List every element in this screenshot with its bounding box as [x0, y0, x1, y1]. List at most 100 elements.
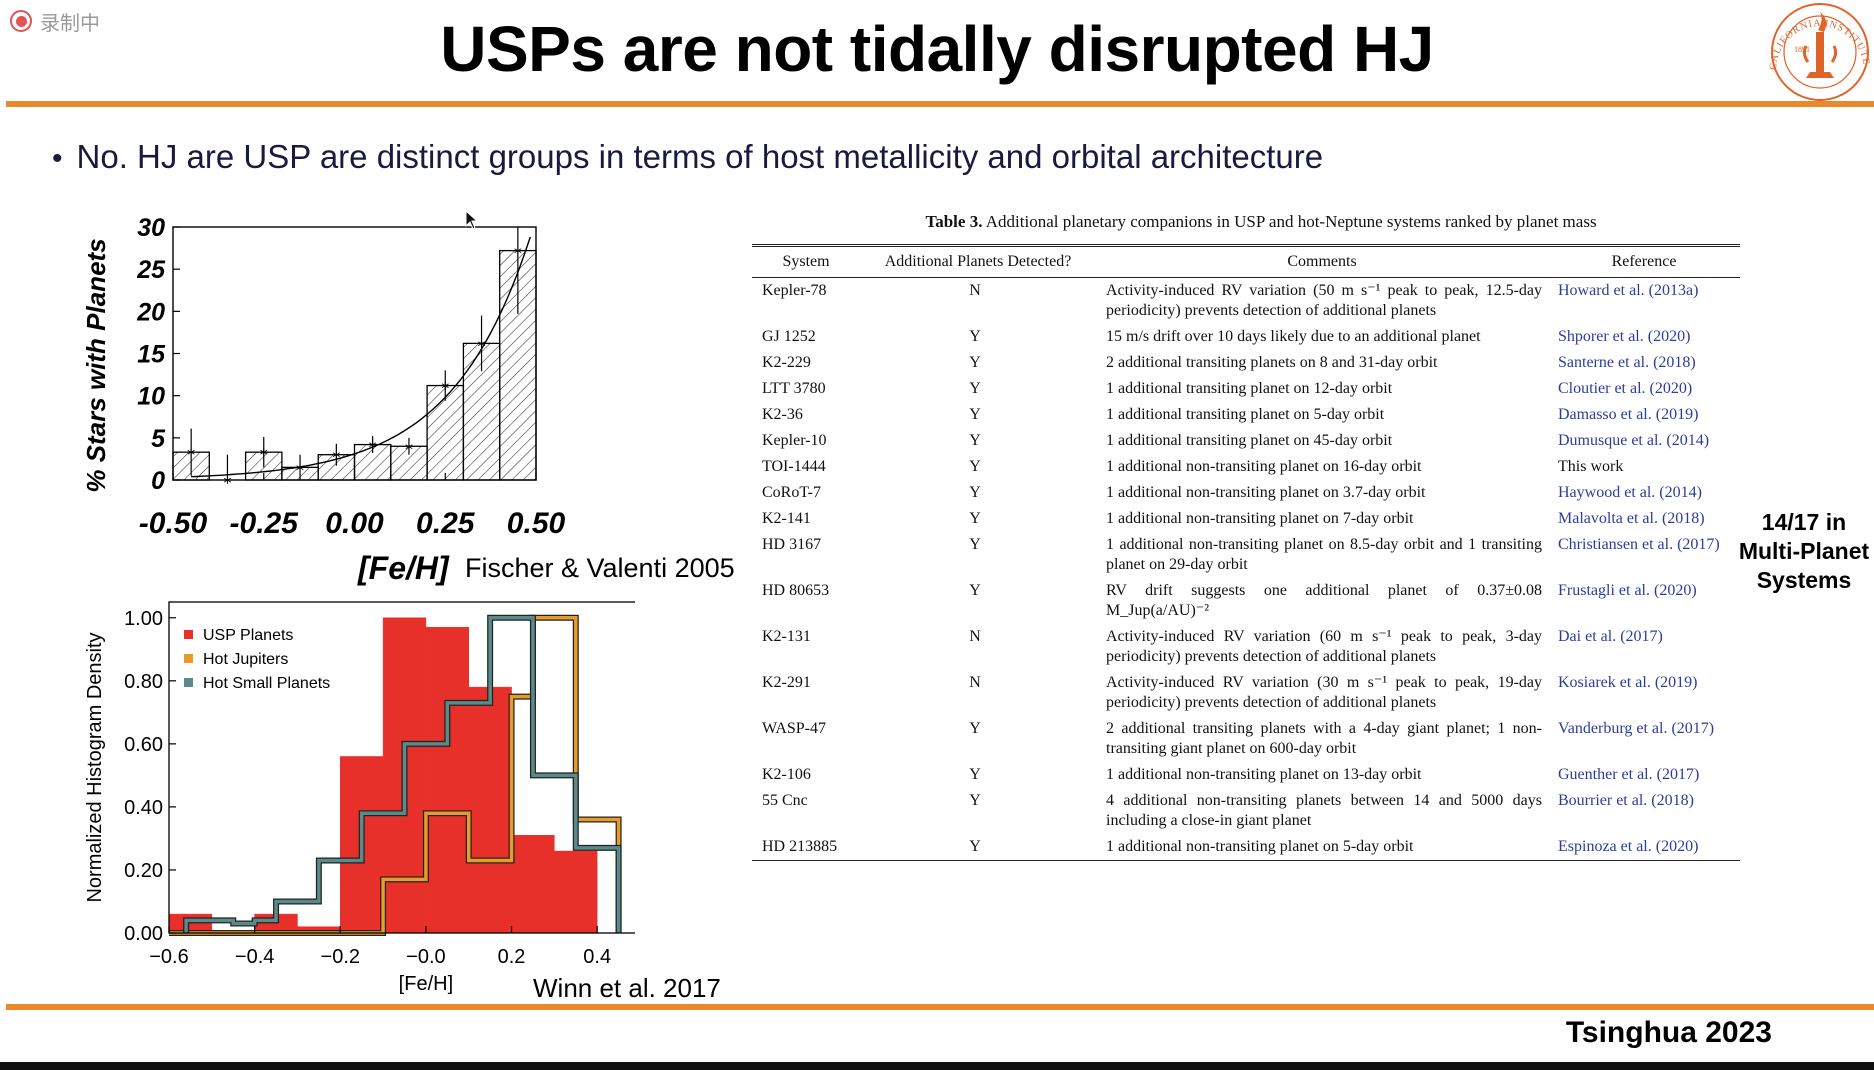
- fig2-axes-frame: [168, 601, 635, 934]
- table-row: HD 3167 Y 1 additional non-transiting plan…: [752, 532, 1740, 578]
- fig2-ytick-label: 0.80: [124, 671, 163, 693]
- fig1-ytick-label: 10: [137, 383, 165, 411]
- row-reference[interactable]: Malavolta et al. (2018): [1558, 510, 1705, 527]
- row-comment: 2 additional transiting planets on 8 and…: [1106, 354, 1438, 371]
- legend-swatch: [184, 654, 193, 663]
- row-reference[interactable]: Howard et al. (2013a): [1558, 282, 1699, 299]
- row-comment: Activity-induced RV variation (30 m s⁻¹ …: [1106, 674, 1542, 711]
- fig1-ytick-label: 30: [137, 215, 165, 242]
- metallicity-histogram-winn: 0.00 0.20 0.40 0.60 0.80 1.00 −0.6 −0.4 −0.2 −0.0…: [84, 601, 635, 995]
- row-detected: Y: [969, 406, 981, 423]
- table-row: K2-229 Y 2 additional transiting planets o…: [752, 350, 1740, 376]
- table-row: HD 213885 Y 1 additional non-transiting pl…: [752, 834, 1740, 861]
- row-comment: 1 additional non-transiting planet on 13…: [1106, 766, 1422, 783]
- row-reference[interactable]: Christiansen et al. (2017): [1558, 536, 1720, 553]
- footer-rule: [6, 1004, 1874, 1010]
- fig1-ytick-label: 0: [151, 467, 165, 495]
- row-detected: N: [969, 628, 981, 645]
- fig1-marker: *: [296, 460, 304, 479]
- table-row: Kepler-78 N Activity-induced RV variation …: [752, 278, 1740, 325]
- table: System Additional Planets Detected? Comm…: [752, 244, 1740, 861]
- row-system: HD 80653: [762, 582, 830, 599]
- row-system: K2-291: [762, 674, 811, 691]
- row-detected: Y: [969, 380, 981, 397]
- row-reference[interactable]: Kosiarek et al. (2019): [1558, 674, 1698, 691]
- row-reference[interactable]: Guenther et al. (2017): [1558, 766, 1700, 783]
- row-reference[interactable]: Haywood et al. (2014): [1558, 484, 1702, 501]
- note-line: Systems: [1756, 567, 1852, 593]
- mouse-cursor-icon: [465, 210, 479, 230]
- header-reference: Reference: [1548, 244, 1740, 278]
- row-system: GJ 1252: [762, 328, 816, 345]
- fig1-xtick-label: 0.25: [416, 507, 476, 535]
- row-reference[interactable]: Shporer et al. (2020): [1558, 328, 1691, 345]
- fig2-xtick-label: −0.0: [406, 946, 445, 968]
- fig2-citation: Winn et al. 2017: [533, 973, 721, 1003]
- multi-planet-note: 14/17 in Multi-Planet Systems: [1720, 508, 1874, 595]
- row-detected: Y: [969, 484, 981, 501]
- header-system: System: [752, 244, 860, 278]
- table-row: K2-291 N Activity-induced RV variation (30…: [752, 670, 1740, 716]
- usp-bar: [554, 850, 598, 934]
- row-detected: Y: [860, 834, 1096, 861]
- bottom-bar: [0, 1062, 1874, 1070]
- row-system: WASP-47: [762, 720, 827, 737]
- fig2-xtick-label: 0.2: [498, 946, 526, 968]
- fig2-ytick-label: 0.20: [124, 860, 163, 882]
- row-reference[interactable]: Frustagli et al. (2020): [1558, 582, 1697, 599]
- row-detected: Y: [969, 536, 981, 553]
- row-reference[interactable]: Vanderburg et al. (2017): [1558, 720, 1715, 737]
- fig1-ytick-label: 25: [136, 256, 166, 284]
- fig1-marker: *: [405, 439, 413, 458]
- table-row: HD 80653 Y RV drift suggests one additiona…: [752, 578, 1740, 624]
- fig1-marker: *: [332, 448, 340, 467]
- table-row: Kepler-10 Y 1 additional transiting planet…: [752, 428, 1740, 454]
- row-detected: Y: [969, 354, 981, 371]
- row-reference[interactable]: Bourrier et al. (2018): [1558, 792, 1694, 809]
- bullet-point: • No. HJ are USP are distinct groups in …: [52, 138, 1323, 176]
- row-comment: 1 additional non-transiting planet on 3.…: [1106, 484, 1426, 501]
- header-comments: Comments: [1096, 244, 1548, 278]
- table-row: K2-141 Y 1 additional non-transiting plane…: [752, 506, 1740, 532]
- companions-table: Table 3. Additional planetary companions…: [752, 212, 1740, 861]
- row-comment: 1 additional non-transiting planet on 8.…: [1106, 536, 1542, 573]
- fig1-marker: *: [441, 379, 449, 398]
- row-reference[interactable]: Santerne et al. (2018): [1558, 354, 1696, 371]
- title-rule: [6, 101, 1874, 107]
- fig1-marker: *: [223, 473, 231, 492]
- row-comment: Activity-induced RV variation (50 m s⁻¹ …: [1106, 282, 1542, 319]
- row-system: Kepler-10: [762, 432, 827, 449]
- row-reference[interactable]: Dumusque et al. (2014): [1558, 432, 1710, 449]
- row-detected: Y: [969, 766, 981, 783]
- row-system: TOI-1444: [762, 458, 826, 475]
- row-reference[interactable]: Damasso et al. (2019): [1558, 406, 1699, 423]
- usp-bar: [425, 626, 469, 934]
- recording-indicator[interactable]: 录制中: [10, 6, 100, 36]
- table-header-row: System Additional Planets Detected? Comm…: [752, 244, 1740, 278]
- row-comment: 4 additional non-transiting planets betw…: [1106, 792, 1542, 829]
- fig2-ytick-label: 0.40: [124, 797, 163, 819]
- row-comment: 1 additional transiting planet on 12-day…: [1106, 380, 1393, 397]
- row-reference[interactable]: Dai et al. (2017): [1558, 628, 1663, 645]
- seal-year: 1891: [1794, 45, 1810, 54]
- row-reference[interactable]: Espinoza et al. (2020): [1548, 834, 1740, 861]
- fig2-xtick-label: −0.6: [149, 946, 188, 968]
- fig1-marker: *: [260, 445, 268, 464]
- usp-bar: [511, 835, 555, 934]
- row-detected: Y: [969, 792, 981, 809]
- table-caption-text: Additional planetary companions in USP a…: [985, 212, 1597, 231]
- fig1-xtick-label: -0.50: [139, 507, 208, 535]
- table-caption-label: Table 3.: [925, 212, 983, 231]
- fig2-xtick-label: −0.2: [321, 946, 360, 968]
- table-row: K2-131 N Activity-induced RV variation (60…: [752, 624, 1740, 670]
- row-reference[interactable]: Cloutier et al. (2020): [1558, 380, 1693, 397]
- table-row: GJ 1252 Y 15 m/s drift over 10 days likely…: [752, 324, 1740, 350]
- usp-bar: [468, 686, 512, 934]
- row-detected: N: [969, 674, 981, 691]
- row-detected: Y: [969, 432, 981, 449]
- fig2-xtick-label: 0.4: [583, 946, 611, 968]
- row-detected: N: [969, 282, 981, 299]
- fig1-marker: *: [514, 244, 522, 263]
- legend-swatch: [184, 678, 193, 687]
